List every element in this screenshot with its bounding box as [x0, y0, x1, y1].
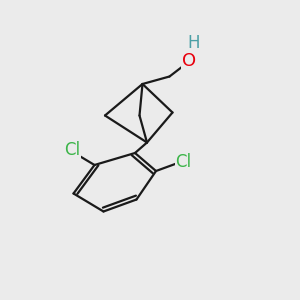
Text: H: H	[187, 34, 200, 52]
Text: Cl: Cl	[64, 141, 80, 159]
Text: O: O	[182, 52, 196, 70]
Text: Cl: Cl	[176, 153, 192, 171]
